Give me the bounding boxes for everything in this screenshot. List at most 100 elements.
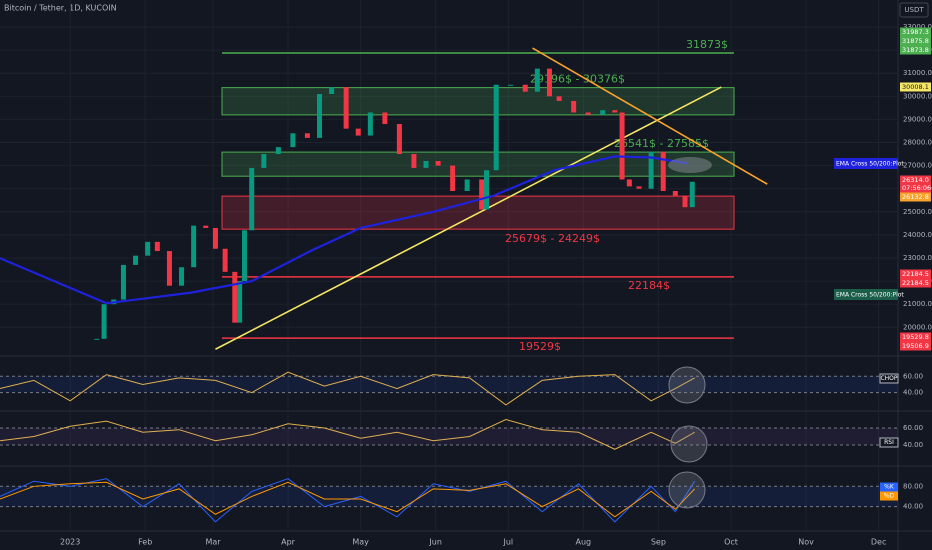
candle [689, 181, 695, 208]
x-tick-label: Apr [281, 538, 296, 547]
candle [317, 94, 323, 138]
candle [154, 241, 160, 252]
candle [232, 271, 238, 323]
indicator-tag [880, 482, 898, 492]
candle [464, 179, 470, 192]
trendline [215, 86, 722, 350]
price-tag-label: 22184.5 [902, 270, 929, 278]
ema-tag-label: EMA Cross 50/200:Plot [836, 161, 904, 168]
price-tag-label: 31873.8 [902, 46, 929, 54]
candle [484, 170, 490, 210]
candle [626, 179, 632, 187]
price-tag [900, 175, 931, 185]
y-tick-label: 40.00 [903, 441, 923, 449]
indicator-tag-label: RSI [884, 439, 894, 446]
price-tag [900, 341, 931, 351]
ema-line [0, 155, 688, 305]
y-tick-label: 28000.0 [903, 139, 932, 147]
x-tick-label: May [352, 538, 369, 547]
y-tick-label: 30000.0 [903, 92, 932, 100]
indicator-band [0, 376, 898, 393]
level-label: 22184$ [628, 279, 670, 292]
y-tick-label: 23000.0 [903, 254, 932, 262]
candle [275, 147, 281, 155]
x-tick-label: Jun [428, 538, 442, 547]
ema-tag-label: EMA Cross 50/200:Plot [836, 292, 904, 299]
x-tick-label: Sep [651, 538, 666, 547]
price-tag [900, 192, 931, 202]
zone-label: 26541$ - 27585$ [614, 137, 709, 150]
ema-tag [834, 289, 898, 300]
candle [304, 133, 310, 138]
x-tick-label: Mar [205, 538, 221, 547]
currency-box[interactable] [899, 2, 929, 18]
currency[interactable]: USDT [904, 6, 924, 14]
candle [203, 225, 209, 228]
candle [648, 151, 654, 189]
candle [493, 84, 499, 171]
candle [396, 124, 402, 155]
price-tag [900, 27, 931, 37]
candle [241, 230, 247, 282]
candle [660, 151, 666, 192]
y-tick-label: 80.00 [903, 482, 923, 490]
candle [120, 264, 126, 300]
price-tag [900, 45, 931, 55]
price-tag [900, 278, 931, 288]
x-tick-label: Oct [724, 538, 738, 547]
indicator-line [0, 418, 695, 450]
y-tick-label: 31000.0 [903, 69, 932, 77]
candle [145, 241, 151, 256]
candle [585, 112, 591, 115]
candle [411, 154, 417, 168]
candle [508, 84, 514, 86]
price-tag-label: 26314.0 [902, 176, 929, 184]
price-tag-label: 19506.9 [902, 342, 929, 350]
indicator-line [0, 371, 695, 406]
highlight [668, 157, 712, 173]
highlight [668, 366, 706, 404]
y-tick-label: 24000.0 [903, 231, 932, 239]
y-tick-label: 60.00 [903, 424, 923, 432]
indicator-tag-label: CHOP [880, 375, 897, 382]
y-tick-label: 60.00 [903, 372, 923, 380]
price-tag [900, 183, 931, 193]
candle [367, 112, 373, 136]
level-label: 31873$ [686, 38, 728, 51]
price-tag-label: 07:56:06 [902, 184, 931, 192]
y-tick-label: 40.00 [903, 389, 923, 397]
candle [355, 128, 361, 136]
candle [222, 248, 228, 272]
candle [101, 304, 107, 339]
y-tick-label: 25000.0 [903, 208, 932, 216]
indicator-band [0, 427, 898, 446]
candle [636, 186, 642, 189]
candle [237, 281, 243, 323]
candle [133, 255, 139, 265]
ema-tag [834, 158, 898, 169]
indicator-line [0, 481, 696, 518]
candle [94, 338, 100, 340]
candle [382, 112, 388, 125]
zone-label: 29196$ - 30376$ [530, 73, 625, 86]
price-tag-label: 31987.3 [902, 28, 929, 36]
candle [522, 84, 528, 92]
candle [329, 87, 335, 95]
candle [534, 68, 540, 92]
indicator-tag-label: %D [884, 493, 895, 500]
price-tag-label: 19529.8 [902, 333, 929, 341]
y-tick-label: 33000.0 [903, 23, 932, 31]
price-tag-label: 22184.5 [902, 279, 929, 287]
candle [290, 133, 296, 148]
y-tick-label: 40.00 [903, 503, 923, 511]
price-tag [900, 36, 931, 46]
indicator-tag [879, 373, 899, 384]
indicator-tag-label: %K [884, 484, 895, 491]
candle [212, 227, 218, 249]
candle [619, 112, 625, 180]
candle [612, 110, 618, 113]
y-tick-label: 27000.0 [903, 162, 932, 170]
candle [672, 191, 678, 196]
